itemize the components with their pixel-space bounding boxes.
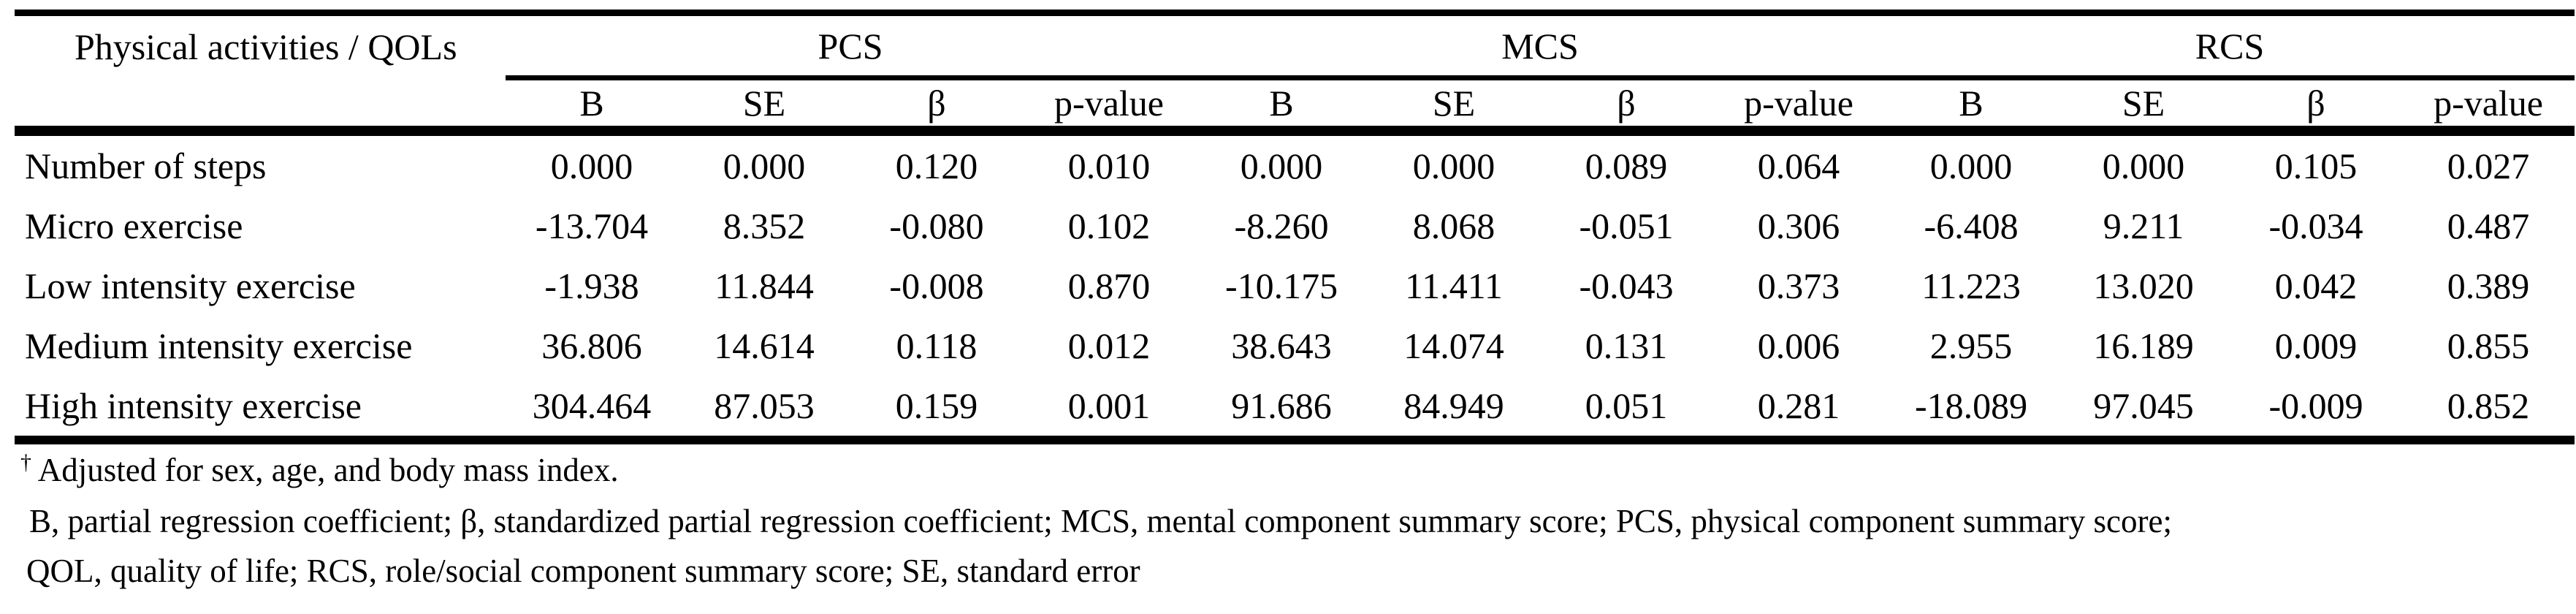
- table-row-high-intensity-exercise: High intensity exercise 304.464 87.053 0…: [15, 376, 2575, 444]
- table-cell: 84.949: [1368, 376, 1541, 444]
- table-cell: -0.008: [889, 265, 984, 306]
- table-cell: 0.027: [2447, 145, 2530, 186]
- table-cell: -10.175: [1224, 265, 1338, 306]
- table-cell: 0.000: [1929, 145, 2013, 186]
- table-cell: 0.000: [550, 145, 633, 186]
- table-cell: 11.411: [1405, 265, 1503, 306]
- table-cell: 0.051: [1540, 376, 1713, 444]
- table-cell: -0.043: [1579, 265, 1674, 306]
- row-label: Medium intensity exercise: [25, 325, 413, 366]
- table-cell: -8.260: [1234, 205, 1329, 246]
- table-cell: 0.102: [1067, 205, 1151, 246]
- table-cell: -1.938: [544, 265, 639, 306]
- table-row-low-intensity-exercise: Low intensity exercise -1.938 11.844 -0.…: [15, 256, 2575, 316]
- table-cell: 0.042: [2274, 265, 2358, 306]
- table-cell: 38.643: [1231, 325, 1332, 366]
- sub-header-beta-rcs: β: [2230, 77, 2403, 136]
- table-row-micro-exercise: Micro exercise -13.704 8.352 -0.080 0.10…: [15, 196, 2575, 256]
- table-cell: 0.010: [1067, 145, 1151, 186]
- sub-header-b-rcs: B: [1885, 77, 2058, 136]
- row-label: Micro exercise: [25, 205, 243, 246]
- table-cell: 0.281: [1712, 376, 1886, 444]
- table-cell: 0.000: [723, 145, 806, 186]
- table-cell: 0.852: [2402, 376, 2575, 444]
- dagger-symbol: †: [20, 450, 31, 474]
- regression-results-table: Physical activities / QOLs PCS MCS RCS B…: [15, 10, 2575, 444]
- table-cell: 0.000: [2102, 145, 2185, 186]
- table-cell: 14.074: [1403, 325, 1504, 366]
- table-cell: 91.686: [1195, 376, 1368, 444]
- table-footnotes: † Adjusted for sex, age, and body mass i…: [20, 450, 2576, 591]
- group-header-rcs: RCS: [1885, 12, 2575, 80]
- table-cell: 8.352: [723, 205, 806, 246]
- sub-header-pvalue-rcs: p-value: [2402, 77, 2575, 136]
- table-cell: 0.105: [2274, 145, 2358, 186]
- footnote-abbreviations-2: QOL, quality of life; RCS, role/social c…: [26, 553, 1140, 589]
- table-cell: -0.034: [2268, 205, 2363, 246]
- table-cell: 304.464: [506, 376, 678, 444]
- sub-header-b-mcs: B: [1195, 77, 1368, 136]
- table-cell: 87.053: [678, 376, 850, 444]
- table-cell: 0.373: [1757, 265, 1840, 306]
- footnote-adjustment-text: Adjusted for sex, age, and body mass ind…: [31, 452, 619, 488]
- sub-header-spacer: [15, 77, 506, 136]
- table-cell: 0.089: [1585, 145, 1668, 186]
- row-label: Low intensity exercise: [25, 265, 356, 306]
- row-label: High intensity exercise: [15, 376, 506, 444]
- table-cell: 0.012: [1067, 325, 1151, 366]
- group-header-pcs: PCS: [506, 12, 1196, 80]
- table-cell: 0.487: [2447, 205, 2530, 246]
- table-cell: 0.000: [1240, 145, 1323, 186]
- table-cell: 2.955: [1929, 325, 2013, 366]
- table-cell: 0.389: [2447, 265, 2530, 306]
- paper-table-page: Physical activities / QOLs PCS MCS RCS B…: [0, 10, 2576, 614]
- table-cell: 14.614: [714, 325, 815, 366]
- table-cell: 11.844: [715, 265, 814, 306]
- table-cell: 97.045: [2057, 376, 2230, 444]
- table-cell: 13.020: [2093, 265, 2194, 306]
- sub-header-row: B SE β p-value B SE β p-value B SE β p-v…: [15, 77, 2575, 136]
- group-header-mcs: MCS: [1195, 12, 1886, 80]
- sub-header-beta-mcs: β: [1540, 77, 1713, 136]
- group-header-row: Physical activities / QOLs PCS MCS RCS: [15, 12, 2575, 80]
- table-cell: 0.855: [2447, 325, 2530, 366]
- table-row-medium-intensity-exercise: Medium intensity exercise 36.806 14.614 …: [15, 316, 2575, 376]
- table-cell: -0.009: [2230, 376, 2403, 444]
- table-cell: -0.051: [1579, 205, 1674, 246]
- corner-header: Physical activities / QOLs: [75, 26, 457, 68]
- sub-header-pvalue-mcs: p-value: [1712, 77, 1886, 136]
- sub-header-b-pcs: B: [506, 77, 678, 136]
- row-label: Number of steps: [25, 145, 267, 186]
- table-cell: 0.159: [850, 376, 1023, 444]
- table-cell: 0.306: [1757, 205, 1840, 246]
- table-cell: 0.870: [1067, 265, 1151, 306]
- footnote-abbreviations-1: B, partial regression coefficient; β, st…: [29, 503, 2172, 539]
- table-cell: 11.223: [1921, 265, 2021, 306]
- sub-header-se-rcs: SE: [2057, 77, 2230, 136]
- table-cell: -6.408: [1924, 205, 2019, 246]
- table-cell: 8.068: [1412, 205, 1495, 246]
- table-cell: 0.001: [1023, 376, 1196, 444]
- sub-header-se-mcs: SE: [1368, 77, 1541, 136]
- table-cell: 36.806: [541, 325, 642, 366]
- sub-header-se-pcs: SE: [678, 77, 850, 136]
- table-cell: 0.118: [896, 325, 978, 366]
- footnote-adjustment: † Adjusted for sex, age, and body mass i…: [20, 450, 2576, 490]
- table-cell: -13.704: [535, 205, 649, 246]
- table-cell: -0.080: [889, 205, 984, 246]
- sub-header-pvalue-pcs: p-value: [1023, 77, 1196, 136]
- table-cell: 16.189: [2093, 325, 2194, 366]
- table-cell: 9.211: [2103, 205, 2184, 246]
- table-cell: 0.064: [1757, 145, 1840, 186]
- table-cell: 0.000: [1412, 145, 1495, 186]
- table-cell: 0.006: [1757, 325, 1840, 366]
- table-cell: -18.089: [1885, 376, 2058, 444]
- table-row-number-of-steps: Number of steps 0.000 0.000 0.120 0.010 …: [15, 131, 2575, 196]
- table-cell: 0.131: [1585, 325, 1668, 366]
- table-cell: 0.009: [2274, 325, 2358, 366]
- table-cell: 0.120: [895, 145, 978, 186]
- sub-header-beta-pcs: β: [850, 77, 1023, 136]
